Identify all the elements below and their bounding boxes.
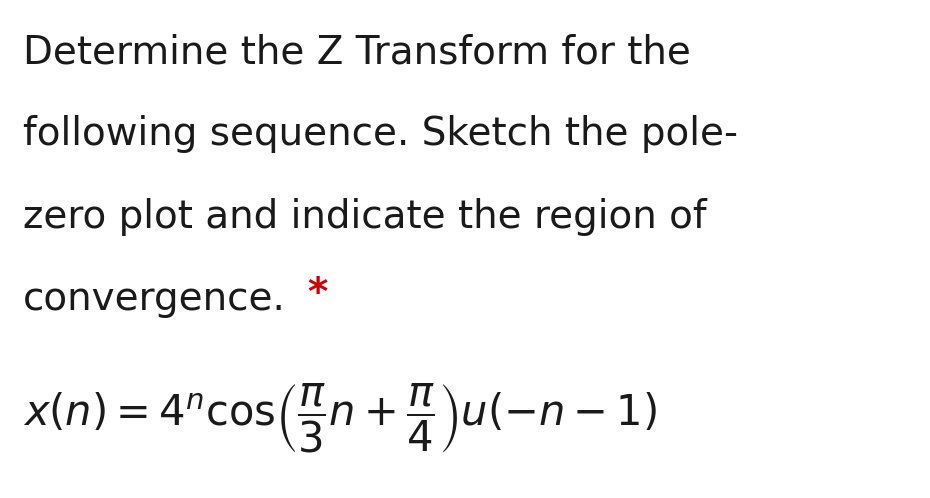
Text: $x(n) = 4^{n}\cos\!\left(\dfrac{\pi}{3}n + \dfrac{\pi}{4}\right)u(-n-1)$: $x(n) = 4^{n}\cos\!\left(\dfrac{\pi}{3}n… bbox=[23, 382, 658, 455]
Text: following sequence. Sketch the pole-: following sequence. Sketch the pole- bbox=[23, 116, 738, 153]
Text: zero plot and indicate the region of: zero plot and indicate the region of bbox=[23, 198, 707, 236]
Text: *: * bbox=[307, 275, 327, 313]
Text: convergence.: convergence. bbox=[23, 280, 286, 318]
Text: Determine the Z Transform for the: Determine the Z Transform for the bbox=[23, 33, 691, 71]
